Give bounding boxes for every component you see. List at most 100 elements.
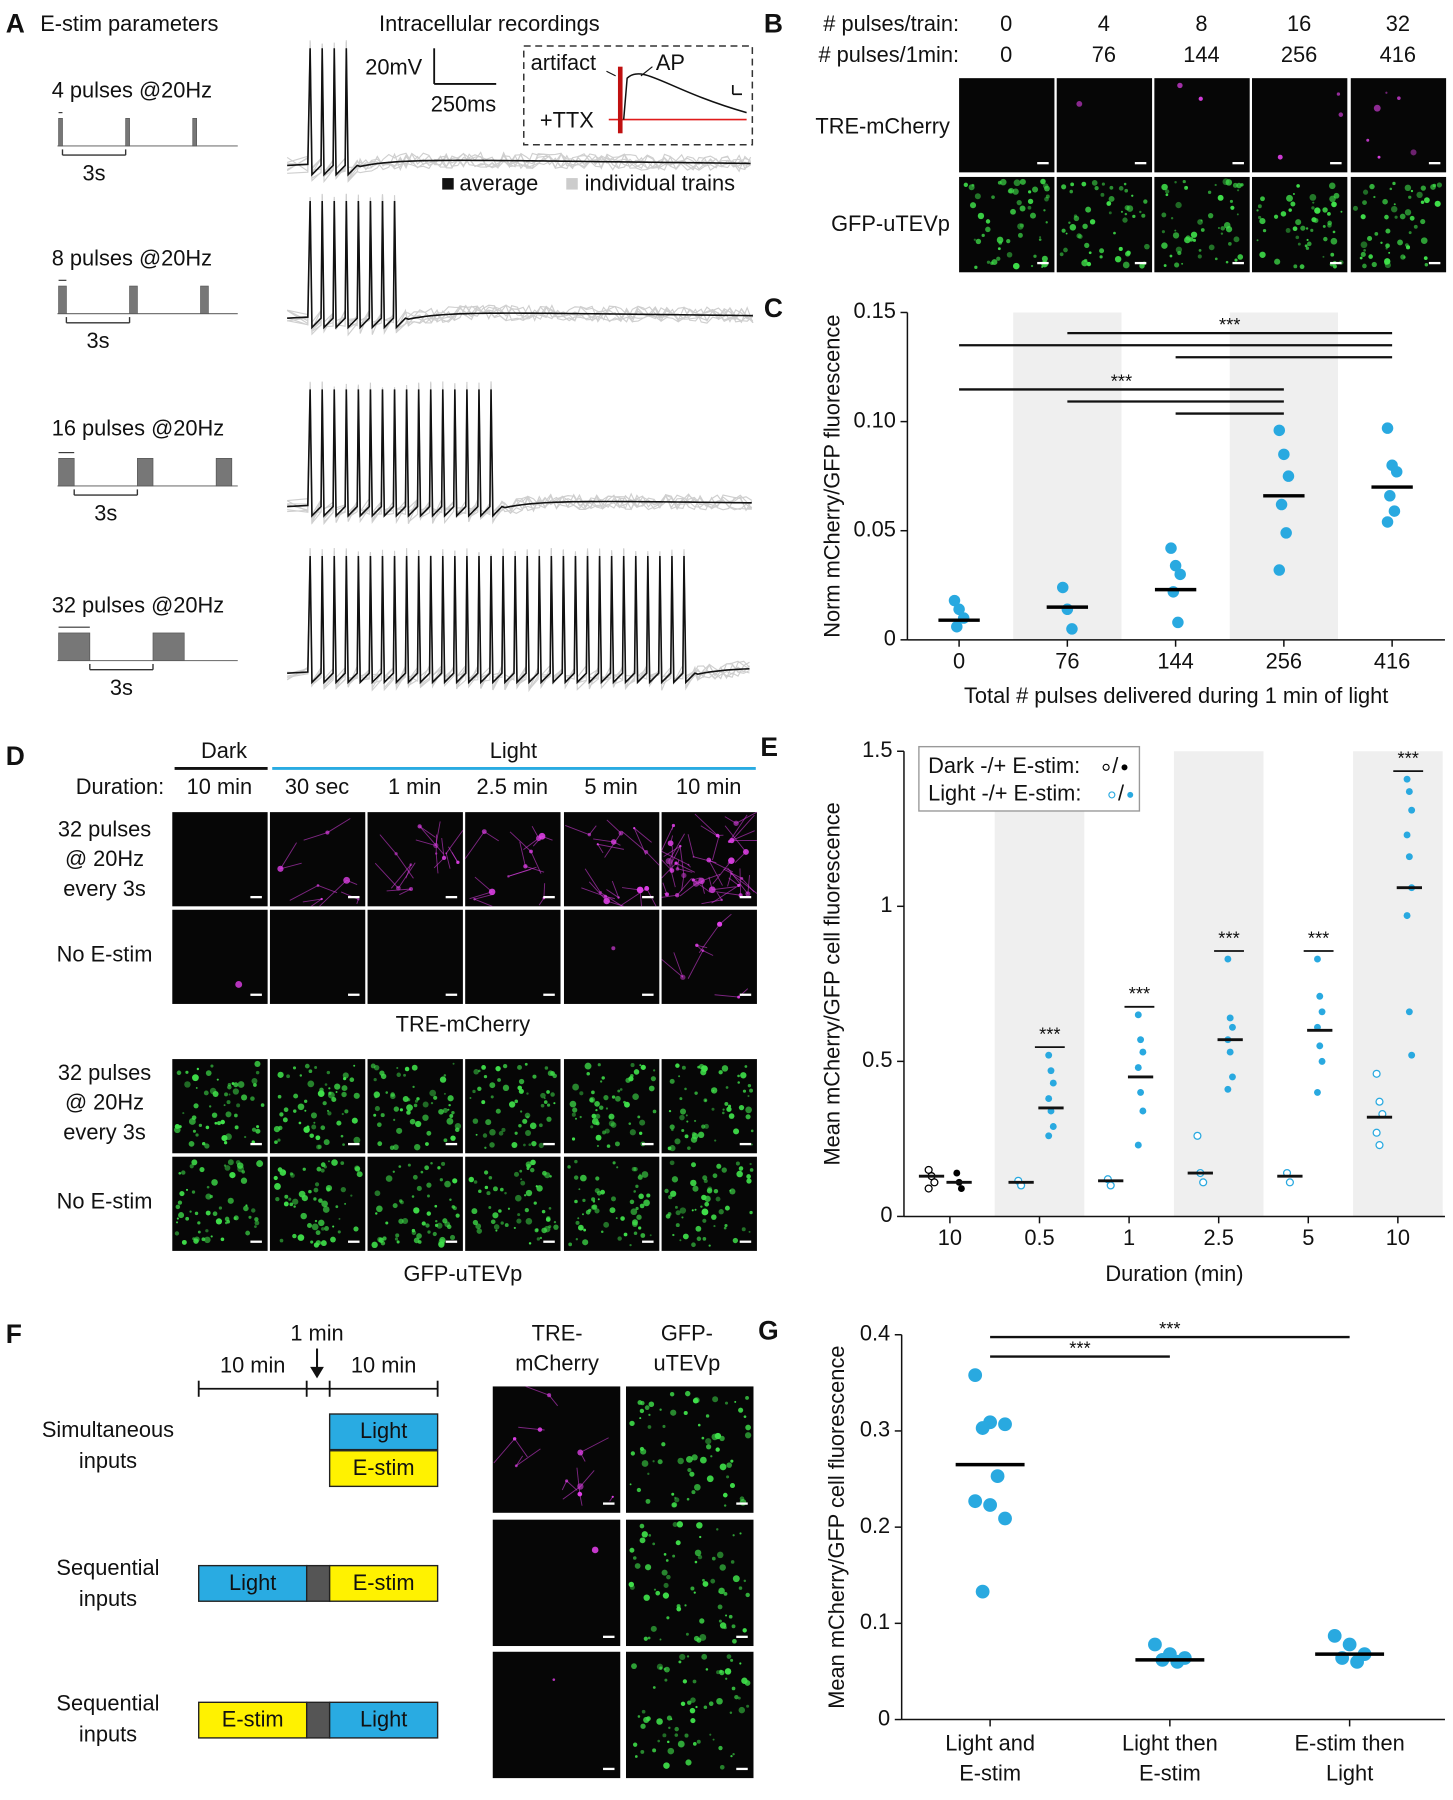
cell <box>744 1432 752 1439</box>
cell <box>482 1133 488 1138</box>
cell <box>599 1105 604 1110</box>
cell <box>1165 193 1169 197</box>
cell <box>490 1095 494 1099</box>
cell <box>1123 182 1127 186</box>
cell <box>1044 196 1049 202</box>
cell <box>671 1176 679 1183</box>
cell <box>293 1205 296 1208</box>
cell <box>1028 190 1032 194</box>
cell <box>1423 256 1428 260</box>
cell <box>701 1194 707 1201</box>
cell <box>698 1063 705 1070</box>
cell <box>689 1471 695 1477</box>
cell <box>1038 238 1042 241</box>
significance-label: *** <box>1069 1338 1090 1359</box>
cell <box>1094 186 1099 191</box>
interval-label: 3s <box>83 160 106 185</box>
cell <box>1423 197 1430 204</box>
cell <box>399 1108 403 1112</box>
cell <box>205 1125 210 1130</box>
cell <box>548 1206 552 1210</box>
neurite <box>310 898 322 907</box>
cell <box>721 1065 729 1072</box>
cell <box>512 1437 517 1441</box>
cell <box>541 1227 548 1234</box>
cell <box>567 1165 571 1169</box>
cell <box>434 1204 438 1208</box>
cell <box>997 247 1001 251</box>
cell <box>1384 214 1389 220</box>
cell <box>713 1188 719 1194</box>
cell <box>425 1142 429 1146</box>
cell <box>732 1534 735 1537</box>
micrograph <box>1251 78 1348 173</box>
neurite <box>687 834 695 857</box>
cell <box>615 1095 621 1102</box>
cell <box>711 1107 715 1111</box>
cell <box>729 1482 736 1489</box>
cell <box>644 1564 652 1571</box>
legend-label: Light -/+ E-stim: <box>928 781 1081 806</box>
row-label: 32 pulses <box>58 816 151 841</box>
cell <box>712 1089 715 1092</box>
cell <box>728 1614 733 1619</box>
cell <box>326 1109 330 1112</box>
cell <box>178 1212 185 1219</box>
neurite <box>317 885 338 894</box>
cell <box>661 1569 668 1576</box>
cell <box>631 1663 637 1670</box>
cell <box>667 1146 672 1151</box>
cell <box>1225 179 1233 186</box>
cell <box>302 1167 306 1171</box>
cell <box>736 1170 743 1178</box>
cell <box>273 1125 281 1133</box>
cell <box>629 1483 632 1486</box>
stim-train <box>152 632 185 661</box>
cell <box>253 1083 257 1087</box>
neurite <box>675 862 696 873</box>
cell <box>1286 194 1293 202</box>
neurite <box>519 841 526 867</box>
cell <box>1311 206 1315 210</box>
cell <box>718 1070 723 1075</box>
cell <box>639 1408 645 1414</box>
cell <box>1091 180 1098 186</box>
micrograph <box>465 909 561 1004</box>
cell <box>215 1218 223 1225</box>
data-point-filled <box>1314 1088 1321 1096</box>
data-point <box>1342 1637 1357 1652</box>
cell <box>1311 217 1317 223</box>
cell <box>488 1206 492 1209</box>
x-tick-label: 76 <box>1055 649 1079 674</box>
cell <box>639 1537 646 1544</box>
cell <box>1174 229 1177 232</box>
cell <box>540 1103 545 1108</box>
cell <box>425 1223 430 1228</box>
cell <box>668 1194 673 1200</box>
cell <box>1033 254 1037 258</box>
cell <box>743 1415 747 1419</box>
cell <box>337 1230 341 1234</box>
cell <box>438 1241 445 1248</box>
cell <box>963 182 968 187</box>
cell <box>539 1236 543 1240</box>
cell <box>279 1238 284 1243</box>
shaded-band <box>994 751 1085 1217</box>
cell <box>737 995 741 999</box>
box-label: E-stim <box>353 1570 415 1595</box>
cell <box>404 1066 410 1072</box>
cell <box>245 1204 248 1207</box>
cell <box>696 1637 702 1643</box>
y-tick-label: 0.5 <box>862 1047 892 1072</box>
cell <box>712 1738 715 1741</box>
cell <box>212 1090 219 1097</box>
cell <box>198 1123 203 1128</box>
cell <box>435 852 438 855</box>
inset-label: +TTX <box>540 108 594 133</box>
cell <box>1172 232 1180 239</box>
cell <box>670 1409 677 1416</box>
cell <box>277 1071 284 1078</box>
neurite <box>516 1448 541 1467</box>
cell <box>745 1424 752 1431</box>
cell <box>1032 186 1039 193</box>
